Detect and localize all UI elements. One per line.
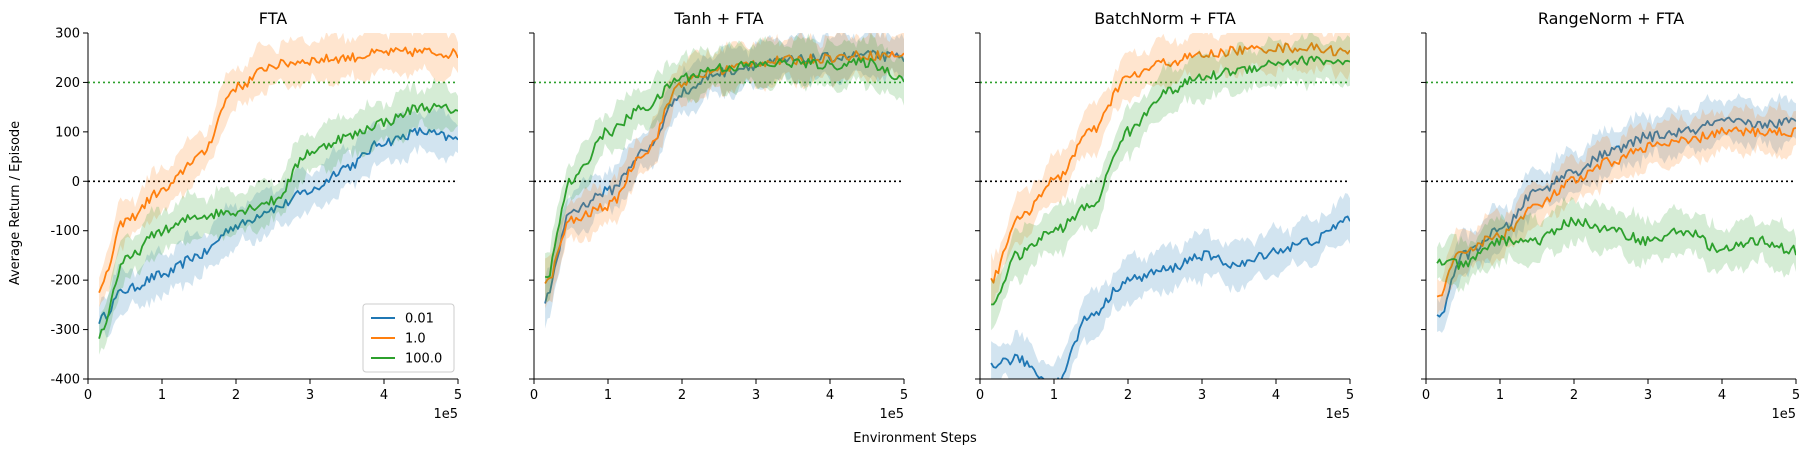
band-0.01 xyxy=(1437,92,1796,333)
series-line-100.0 xyxy=(991,55,1350,306)
x-offset-label: 1e5 xyxy=(1325,407,1350,422)
series-line-0.01 xyxy=(544,49,904,304)
x-tick-label: 2 xyxy=(1570,388,1578,403)
x-tick-label: 5 xyxy=(1346,388,1354,403)
legend-label: 100.0 xyxy=(405,352,442,367)
legend: 0.01 1.0 100.0 xyxy=(362,303,455,373)
y-tick-label: -100 xyxy=(50,224,80,239)
x-tick-label: 2 xyxy=(232,388,240,403)
x-tick-label: 1 xyxy=(158,388,166,403)
band-100.0 xyxy=(545,33,904,303)
band-100.0 xyxy=(991,33,1350,331)
x-offset-label: 1e5 xyxy=(1771,407,1796,422)
chart-panel-1: -400 -300 -200 -100 0 100 200 300 0 1 2 3 4 5 1e5 FTA 0.… xyxy=(50,9,462,422)
x-tick-label: 5 xyxy=(1792,388,1800,403)
legend-label: 1.0 xyxy=(405,332,426,347)
x-tick-label: 3 xyxy=(1198,388,1206,403)
legend-label: 0.01 xyxy=(405,312,434,327)
x-tick-label: 0 xyxy=(1422,388,1430,403)
chart-title: Tanh + FTA xyxy=(673,9,763,28)
x-tick-label: 3 xyxy=(306,388,314,403)
x-tick-label: 0 xyxy=(530,388,538,403)
x-tick-label: 1 xyxy=(604,388,612,403)
series-group xyxy=(98,33,458,355)
series-line-100.0 xyxy=(98,102,458,339)
x-tick-label: 4 xyxy=(380,388,388,403)
x-tick-label: 3 xyxy=(752,388,760,403)
x-tick-label: 5 xyxy=(454,388,462,403)
series-group xyxy=(1436,92,1796,333)
band-1.0 xyxy=(99,33,458,308)
band-0.01 xyxy=(991,193,1350,379)
legend-box xyxy=(362,303,455,373)
figure-ylabel: Average Return / Episode xyxy=(8,121,23,285)
x-tick-label: 0 xyxy=(84,388,92,403)
band-100.0 xyxy=(99,77,458,355)
y-tick-label: 300 xyxy=(55,27,80,42)
y-tick-label: -400 xyxy=(50,373,80,388)
band-1.0 xyxy=(545,33,904,309)
x-tick-label: 2 xyxy=(1124,388,1132,403)
x-tick-label: 2 xyxy=(678,388,686,403)
chart-panel-2: 0 1 2 3 4 5 1e5 Tanh + FTA xyxy=(529,9,908,422)
series-line-0.01 xyxy=(1436,116,1796,318)
y-tick-label: 100 xyxy=(55,125,80,140)
x-tick-label: 4 xyxy=(826,388,834,403)
series-group xyxy=(544,33,904,329)
x-tick-label: 4 xyxy=(1718,388,1726,403)
series-line-1.0 xyxy=(98,46,458,294)
series-line-100.0 xyxy=(1436,216,1796,270)
series-line-0.01 xyxy=(990,215,1350,379)
band-1.0 xyxy=(1437,101,1796,315)
band-0.01 xyxy=(99,105,458,340)
figure-xlabel: Environment Steps xyxy=(853,431,977,446)
chart-title: RangeNorm + FTA xyxy=(1538,9,1684,28)
x-tick-label: 3 xyxy=(1644,388,1652,403)
x-offset-label: 1e5 xyxy=(433,407,458,422)
y-tick-label: 200 xyxy=(55,76,80,91)
y-tick-label: -300 xyxy=(50,323,80,338)
band-100.0 xyxy=(1437,196,1796,293)
chart-panel-3: 0 1 2 3 4 5 1e5 BatchNorm + FTA xyxy=(975,9,1354,422)
series-line-1.0 xyxy=(544,50,904,284)
y-tick-label: 0 xyxy=(72,175,80,190)
series-group xyxy=(990,33,1350,379)
x-offset-label: 1e5 xyxy=(879,407,904,422)
series-line-0.01 xyxy=(98,127,458,324)
x-tick-label: 0 xyxy=(976,388,984,403)
chart-title: FTA xyxy=(259,9,287,28)
series-line-1.0 xyxy=(1436,126,1796,298)
y-tick-label: -200 xyxy=(50,274,80,289)
band-0.01 xyxy=(545,33,904,329)
x-tick-label: 4 xyxy=(1272,388,1280,403)
x-tick-label: 1 xyxy=(1496,388,1504,403)
x-tick-label: 5 xyxy=(900,388,908,403)
chart-title: BatchNorm + FTA xyxy=(1094,9,1236,28)
series-line-1.0 xyxy=(990,42,1350,284)
x-tick-label: 1 xyxy=(1050,388,1058,403)
chart-panel-4: 0 1 2 3 4 5 1e5 RangeNorm + FTA xyxy=(1421,9,1800,422)
series-line-100.0 xyxy=(544,57,904,279)
